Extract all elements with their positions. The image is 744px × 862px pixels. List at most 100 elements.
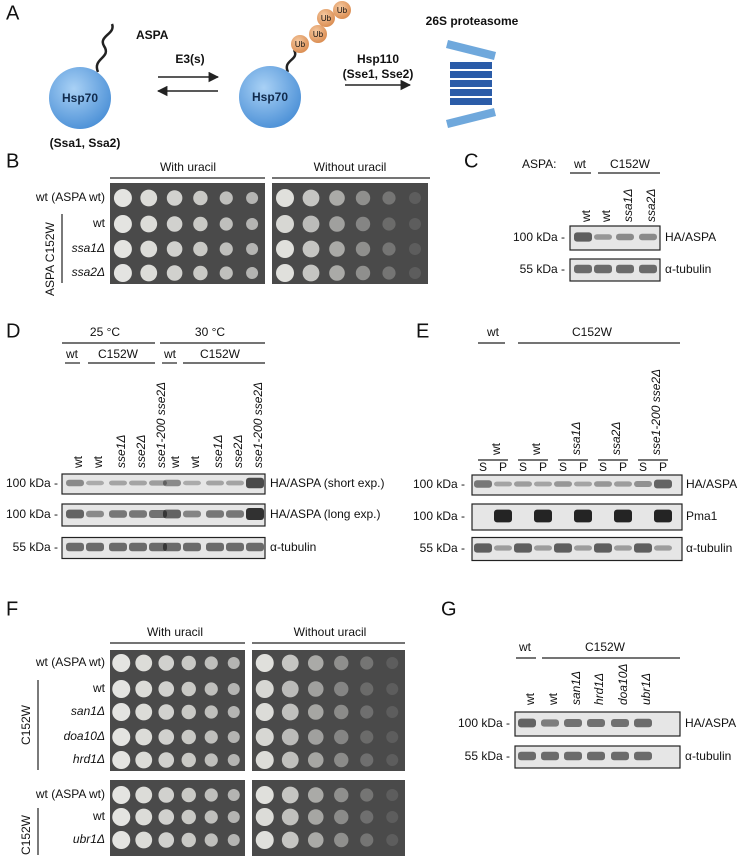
yeast-spot: [355, 216, 371, 232]
band: [109, 542, 127, 552]
strain-label: ssa1Δ: [72, 241, 105, 255]
yeast-spot: [255, 654, 274, 672]
yeast-spot: [307, 809, 324, 825]
yeast-spot: [382, 266, 396, 280]
yeast-spot: [112, 808, 131, 826]
yeast-spot: [193, 265, 208, 281]
yeast-spot: [281, 654, 299, 672]
blot-label: α-tubulin: [665, 262, 711, 276]
aspa-chain: [95, 23, 114, 73]
band: [639, 264, 657, 274]
chaperone-label: (Ssa1, Ssa2): [50, 136, 121, 150]
yeast-spot: [112, 786, 131, 804]
yeast-spot: [181, 655, 196, 671]
marker-label: 100 kDa -: [458, 716, 510, 730]
yeast-spot: [204, 730, 218, 744]
yeast-spot: [386, 754, 399, 766]
band: [514, 481, 532, 487]
group-label: C152W: [200, 347, 241, 361]
plate-header: Without uracil: [314, 160, 387, 174]
yeast-spot: [255, 831, 274, 849]
lane-label: sse1Δ: [114, 435, 128, 468]
yeast-spot: [181, 809, 196, 825]
band: [474, 480, 492, 488]
yeast-spot: [255, 751, 274, 769]
lane-label: sse1Δ: [211, 435, 225, 468]
lane-label: san1Δ: [569, 671, 583, 705]
band: [163, 479, 181, 487]
band: [226, 480, 244, 486]
yeast-spot: [281, 728, 299, 746]
group-label: C152W: [19, 704, 33, 745]
yeast-spot: [281, 680, 299, 698]
blot: [471, 474, 683, 496]
marker-label: 100 kDa -: [413, 477, 465, 491]
yeast-spot: [246, 267, 259, 279]
yeast-spot: [158, 681, 175, 697]
marker-label: 55 kDa -: [465, 749, 510, 763]
yeast-spot: [112, 728, 131, 746]
yeast-spot: [219, 217, 233, 231]
yeast-spot: [135, 831, 153, 849]
band: [518, 751, 536, 761]
yeast-spot: [181, 681, 196, 697]
yeast-spot: [227, 789, 240, 801]
strain-label: ssa2Δ: [72, 265, 105, 279]
strain-label: wt: [92, 681, 106, 695]
yeast-spot: [135, 654, 153, 672]
yeast-spot: [227, 683, 240, 695]
marker-label: 100 kDa -: [413, 509, 465, 523]
marker-label: 55 kDa -: [13, 540, 58, 554]
lane-label: sse1-200 sse2Δ: [251, 382, 265, 468]
group-label: wt: [65, 347, 79, 361]
lane-label: sse1-200 sse2Δ: [649, 369, 663, 455]
blot-label: HA/ASPA (long exp.): [270, 507, 381, 521]
band: [634, 543, 652, 553]
band: [654, 479, 672, 489]
yeast-spot: [158, 704, 175, 720]
ub-label: Ub: [337, 6, 348, 15]
band: [611, 751, 629, 761]
yeast-spot: [255, 680, 274, 698]
band: [149, 510, 167, 518]
yeast-spot: [334, 832, 349, 848]
lane-label: wt: [599, 209, 613, 223]
band: [183, 510, 201, 518]
yeast-spot: [193, 241, 208, 257]
band: [654, 545, 672, 551]
yeast-spot: [158, 787, 175, 803]
lane-label: wt: [579, 209, 593, 223]
proteasome-label: 26S proteasome: [426, 14, 519, 28]
band: [564, 751, 582, 761]
yeast-spot: [307, 729, 324, 745]
marker-label: 55 kDa -: [420, 541, 465, 555]
blot-label: HA/ASPA (short exp.): [270, 476, 385, 490]
band: [514, 543, 532, 553]
band: [611, 719, 629, 727]
yeast-spot: [112, 680, 131, 698]
yeast-spot: [227, 657, 240, 669]
band: [541, 719, 559, 727]
lane-label: wt: [489, 442, 503, 456]
fraction-label: P: [579, 460, 587, 474]
lane-label: ssa1Δ: [569, 422, 583, 455]
yeast-spot: [204, 656, 218, 670]
lane-label: ssa1Δ: [621, 189, 635, 222]
panel-label: F: [6, 598, 18, 620]
band: [574, 481, 592, 487]
strain-label: wt (ASPA wt): [35, 190, 105, 204]
yeast-spot: [302, 264, 320, 282]
lane-label: wt: [168, 455, 182, 469]
yeast-spot: [329, 190, 345, 206]
yeast-spot: [204, 682, 218, 696]
yeast-spot: [329, 241, 345, 257]
group-label: wt: [163, 347, 177, 361]
group-label: C152W: [98, 347, 139, 361]
band: [574, 264, 592, 274]
aspa-label: ASPA: [136, 28, 169, 42]
yeast-spot: [334, 729, 349, 745]
band: [246, 542, 264, 552]
yeast-spot: [140, 189, 158, 207]
panel-label: G: [441, 598, 457, 620]
